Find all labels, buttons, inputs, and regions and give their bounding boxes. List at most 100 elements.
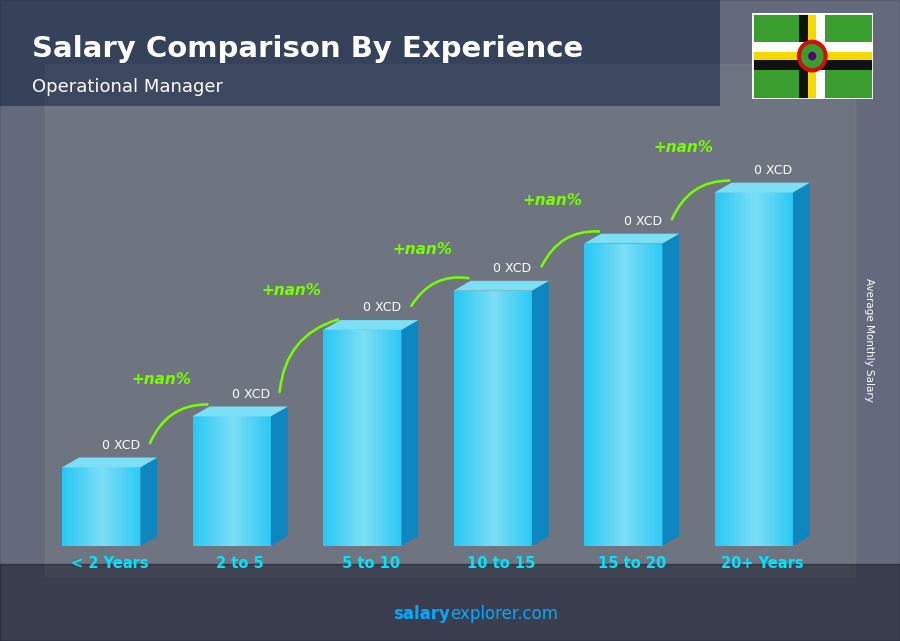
Bar bbox=[610, 244, 614, 546]
Bar bbox=[649, 244, 652, 546]
Bar bbox=[234, 416, 238, 546]
Bar bbox=[138, 467, 141, 546]
Bar bbox=[456, 290, 460, 546]
Bar bbox=[526, 290, 530, 546]
Polygon shape bbox=[662, 234, 680, 546]
Text: 10 to 15: 10 to 15 bbox=[467, 556, 536, 570]
Bar bbox=[613, 244, 617, 546]
Bar bbox=[62, 467, 66, 546]
Bar bbox=[746, 192, 749, 546]
Bar bbox=[587, 244, 590, 546]
Text: 0 XCD: 0 XCD bbox=[754, 163, 792, 177]
Bar bbox=[88, 467, 92, 546]
Bar bbox=[605, 244, 608, 546]
Bar bbox=[521, 290, 525, 546]
Bar bbox=[752, 42, 873, 52]
Bar bbox=[193, 416, 196, 546]
Bar bbox=[263, 416, 266, 546]
Bar bbox=[334, 330, 337, 546]
Bar bbox=[524, 290, 527, 546]
Bar bbox=[495, 290, 499, 546]
Bar bbox=[660, 244, 663, 546]
Bar bbox=[493, 290, 496, 546]
Bar bbox=[647, 244, 650, 546]
Bar bbox=[68, 467, 70, 546]
Bar bbox=[323, 330, 327, 546]
Text: 20+ Years: 20+ Years bbox=[721, 556, 804, 570]
Text: Average Monthly Salary: Average Monthly Salary bbox=[863, 278, 874, 402]
Polygon shape bbox=[140, 458, 158, 546]
Bar bbox=[631, 244, 634, 546]
Bar bbox=[459, 290, 462, 546]
Bar bbox=[352, 330, 356, 546]
Bar bbox=[378, 330, 382, 546]
Bar bbox=[772, 192, 775, 546]
Bar bbox=[654, 244, 658, 546]
Bar bbox=[344, 330, 347, 546]
Bar bbox=[211, 416, 214, 546]
Bar bbox=[364, 330, 368, 546]
Bar bbox=[205, 416, 209, 546]
Bar bbox=[326, 330, 329, 546]
Text: 0 XCD: 0 XCD bbox=[624, 215, 662, 228]
Bar bbox=[203, 416, 206, 546]
Bar bbox=[506, 290, 509, 546]
Bar bbox=[761, 192, 765, 546]
Bar bbox=[381, 330, 383, 546]
Bar bbox=[256, 416, 258, 546]
Polygon shape bbox=[715, 183, 810, 192]
Bar bbox=[91, 467, 94, 546]
Bar bbox=[260, 416, 264, 546]
Text: +nan%: +nan% bbox=[131, 372, 191, 387]
Bar bbox=[488, 290, 490, 546]
Bar bbox=[117, 467, 121, 546]
Text: 0 XCD: 0 XCD bbox=[102, 438, 140, 452]
Bar bbox=[346, 330, 350, 546]
Bar bbox=[128, 467, 130, 546]
Bar bbox=[517, 290, 519, 546]
Bar bbox=[618, 244, 621, 546]
Bar bbox=[752, 60, 873, 70]
Bar bbox=[464, 290, 467, 546]
Bar bbox=[224, 416, 227, 546]
Bar bbox=[723, 192, 725, 546]
Bar bbox=[720, 192, 723, 546]
Bar bbox=[341, 330, 345, 546]
Polygon shape bbox=[323, 320, 418, 330]
Bar bbox=[599, 244, 603, 546]
Bar bbox=[642, 244, 644, 546]
Bar bbox=[636, 244, 640, 546]
Bar bbox=[208, 416, 211, 546]
Bar bbox=[634, 244, 637, 546]
Circle shape bbox=[801, 44, 824, 68]
Bar bbox=[491, 290, 493, 546]
Polygon shape bbox=[271, 406, 288, 546]
Bar bbox=[741, 192, 744, 546]
Bar bbox=[727, 192, 731, 546]
Bar bbox=[362, 330, 365, 546]
Bar bbox=[112, 467, 115, 546]
Bar bbox=[328, 330, 331, 546]
Bar bbox=[253, 416, 256, 546]
Bar bbox=[730, 192, 734, 546]
Bar bbox=[782, 192, 786, 546]
Bar bbox=[245, 416, 248, 546]
Bar bbox=[120, 467, 122, 546]
Bar bbox=[213, 416, 217, 546]
Bar bbox=[104, 467, 107, 546]
Text: salary: salary bbox=[393, 605, 450, 623]
Bar bbox=[469, 290, 473, 546]
Bar bbox=[242, 416, 246, 546]
Bar bbox=[94, 467, 96, 546]
Bar bbox=[480, 290, 483, 546]
Polygon shape bbox=[454, 281, 549, 290]
Bar bbox=[799, 13, 808, 99]
Bar bbox=[396, 330, 400, 546]
Bar bbox=[590, 244, 592, 546]
Bar bbox=[130, 467, 133, 546]
Bar bbox=[752, 52, 873, 60]
Bar bbox=[367, 330, 371, 546]
Circle shape bbox=[808, 52, 816, 60]
Bar bbox=[753, 192, 757, 546]
Bar bbox=[608, 244, 611, 546]
